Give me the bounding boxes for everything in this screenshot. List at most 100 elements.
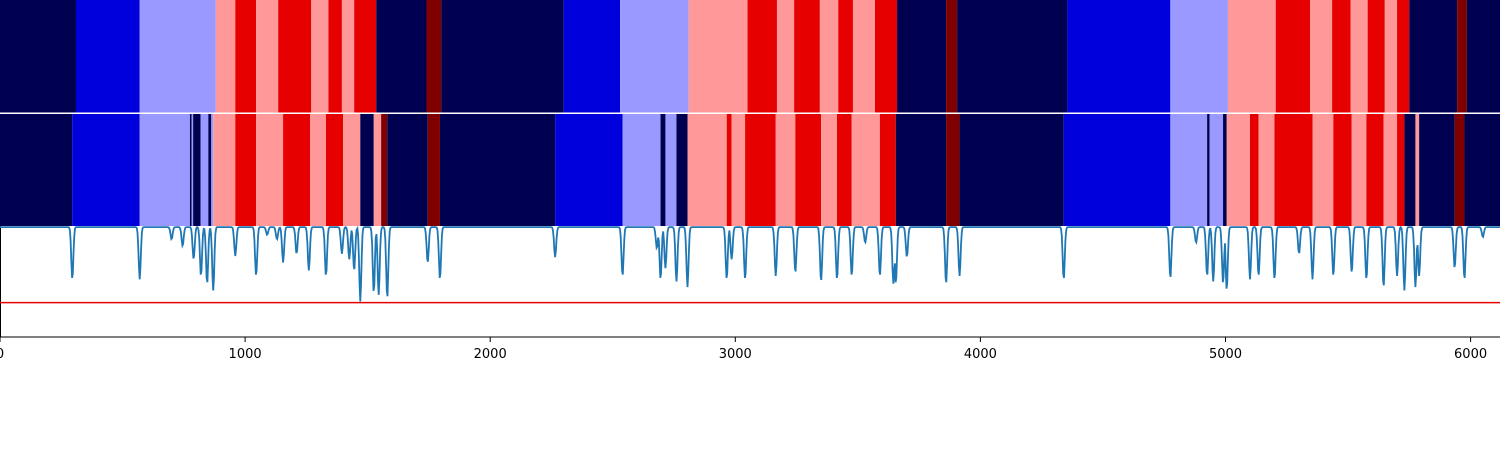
track-2-segment-11 [256,114,284,226]
track-2-segment-51 [1351,114,1367,226]
track-1-segment-9 [341,0,355,113]
track-1-segment-5 [256,0,279,113]
track-2-segment-49 [1312,114,1334,226]
track-2-segment-40 [1063,114,1171,226]
track-2-segment-53 [1383,114,1398,226]
track-2-segment-6 [200,114,209,226]
track-2-segment-26 [676,114,688,226]
track-1-segment-20 [819,0,839,113]
track-1-segment-15 [620,0,689,113]
track-2-segment-45 [1226,114,1250,226]
track-2-segment-5 [193,114,201,226]
track-2-segment-37 [895,114,947,226]
track-2-segment-56 [1415,114,1420,226]
track-2-segment-47 [1258,114,1275,226]
track-2-segment-29 [731,114,746,226]
track-2-segment-32 [795,114,822,226]
track-2-segment-12 [283,114,311,226]
line-plot-panel [0,225,1500,338]
track-2-segment-4 [191,114,194,226]
track-1-segment-13 [441,0,564,113]
track-2-segment-9 [213,114,236,226]
track-2-segment-36 [879,114,896,226]
track-1-segment-7 [311,0,329,113]
track-2-segment-38 [946,114,960,226]
track-1-segment-30 [1275,0,1311,113]
x-tick-label-5: 5000 [1209,347,1242,362]
track-1-segment-25 [946,0,958,113]
track-1-segment-18 [776,0,795,113]
track-2-segment-21 [439,114,556,226]
track-1-segment-35 [1384,0,1398,113]
track-1-segment-10 [354,0,377,113]
track-2-segment-41 [1170,114,1208,226]
track-1-segment-12 [426,0,442,113]
track-1-segment-23 [875,0,898,113]
track-1-segment-28 [1170,0,1228,113]
track-1-segment-4 [235,0,257,113]
track-2-segment-18 [381,114,388,226]
track-2-segment-17 [373,114,382,226]
track-2-segment-42 [1207,114,1210,226]
track-1-segment-31 [1310,0,1333,113]
track-2-segment-10 [235,114,257,226]
track-1-segment-16 [688,0,748,113]
x-tick-label-4: 4000 [964,347,997,362]
x-tick-label-3: 3000 [719,347,752,362]
track-1-segment-29 [1227,0,1276,113]
track-2-segment-54 [1397,114,1405,226]
track-2-segment-57 [1419,114,1455,226]
track-1-segment-38 [1457,0,1467,113]
track-2-segment-59 [1464,114,1500,226]
track-2-segment-43 [1209,114,1224,226]
track-1-segment-26 [957,0,1068,113]
track-2-segment-14 [325,114,344,226]
track-2-segment-8 [211,114,214,226]
track-2-segment-22 [555,114,623,226]
track-2-segment-55 [1404,114,1416,226]
track-2-segment-20 [427,114,440,226]
track-1-segment-22 [852,0,875,113]
track-1-segment-32 [1332,0,1351,113]
track-2-segment-46 [1250,114,1259,226]
track-2-segment-39 [959,114,1064,226]
x-tick-label-6: 6000 [1454,347,1487,362]
track-2-segment-35 [851,114,880,226]
track-2-segment-27 [687,114,727,226]
track-2-segment-0 [0,114,73,226]
track-2-segment-25 [665,114,677,226]
track-2-segment-28 [726,114,732,226]
track-1-segment-14 [563,0,621,113]
track-1-segment-24 [897,0,947,113]
track-2-segment-2 [139,114,190,226]
track-1-segment-1 [75,0,140,113]
track-2-segment-13 [310,114,326,226]
track-1-segment-17 [747,0,777,113]
track-2-segment-52 [1366,114,1384,226]
x-tick-label-1: 1000 [229,347,262,362]
track-1-segment-3 [215,0,236,113]
x-tick-label-2: 2000 [474,347,507,362]
track-2-segment-31 [775,114,796,226]
track-2-segment-15 [343,114,361,226]
track-2-segment-23 [622,114,661,226]
state-track-2 [0,114,1500,226]
track-2-segment-58 [1454,114,1465,226]
track-2-segment-24 [660,114,666,226]
track-2-segment-30 [745,114,776,226]
x-tick-label-0: 0 [0,347,4,362]
track-1-segment-0 [0,0,76,113]
track-1-segment-2 [139,0,216,113]
probability-series-line [0,225,1500,302]
track-1-segment-8 [328,0,342,113]
track-2-segment-48 [1274,114,1313,226]
track-1-segment-11 [376,0,427,113]
track-2-segment-16 [360,114,374,226]
track-2-segment-44 [1223,114,1227,226]
track-2-segment-7 [208,114,212,226]
track-2-segment-1 [72,114,140,226]
track-2-segment-34 [837,114,852,226]
track-1-segment-39 [1466,0,1500,113]
track-1-segment-27 [1067,0,1171,113]
